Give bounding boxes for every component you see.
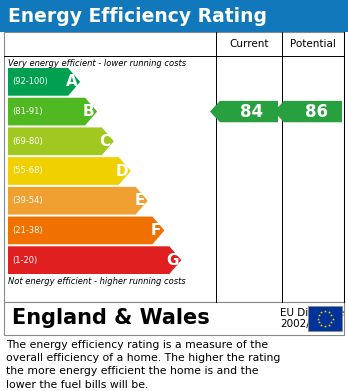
Polygon shape xyxy=(8,127,114,155)
Text: D: D xyxy=(115,163,128,179)
Text: 84: 84 xyxy=(240,102,263,120)
Text: Energy Efficiency Rating: Energy Efficiency Rating xyxy=(8,7,267,25)
Bar xyxy=(4,302,344,335)
Text: C: C xyxy=(100,134,111,149)
Bar xyxy=(4,32,344,302)
Text: A: A xyxy=(65,74,77,90)
Polygon shape xyxy=(8,187,148,215)
Text: G: G xyxy=(166,253,179,268)
Text: (81-91): (81-91) xyxy=(12,107,42,116)
Text: B: B xyxy=(82,104,94,119)
Bar xyxy=(0,0,348,32)
Polygon shape xyxy=(8,157,131,185)
Text: Current: Current xyxy=(229,39,269,49)
Text: EU Directive
2002/91/EC: EU Directive 2002/91/EC xyxy=(280,308,344,329)
Text: 86: 86 xyxy=(304,102,327,120)
Text: Very energy efficient - lower running costs: Very energy efficient - lower running co… xyxy=(8,59,186,68)
Text: (55-68): (55-68) xyxy=(12,167,43,176)
Text: (92-100): (92-100) xyxy=(12,77,48,86)
Polygon shape xyxy=(8,246,181,274)
Text: (39-54): (39-54) xyxy=(12,196,42,205)
Polygon shape xyxy=(274,101,342,122)
Polygon shape xyxy=(8,98,97,126)
Text: Not energy efficient - higher running costs: Not energy efficient - higher running co… xyxy=(8,278,186,287)
Polygon shape xyxy=(8,217,165,244)
Polygon shape xyxy=(8,68,80,96)
Text: (69-80): (69-80) xyxy=(12,137,43,146)
Text: The energy efficiency rating is a measure of the
overall efficiency of a home. T: The energy efficiency rating is a measur… xyxy=(6,340,280,389)
Polygon shape xyxy=(210,101,278,122)
Text: (21-38): (21-38) xyxy=(12,226,43,235)
Bar xyxy=(308,306,342,331)
Text: F: F xyxy=(151,223,161,238)
Text: England & Wales: England & Wales xyxy=(12,308,210,328)
Text: Potential: Potential xyxy=(290,39,336,49)
Text: (1-20): (1-20) xyxy=(12,256,37,265)
Text: E: E xyxy=(134,193,145,208)
